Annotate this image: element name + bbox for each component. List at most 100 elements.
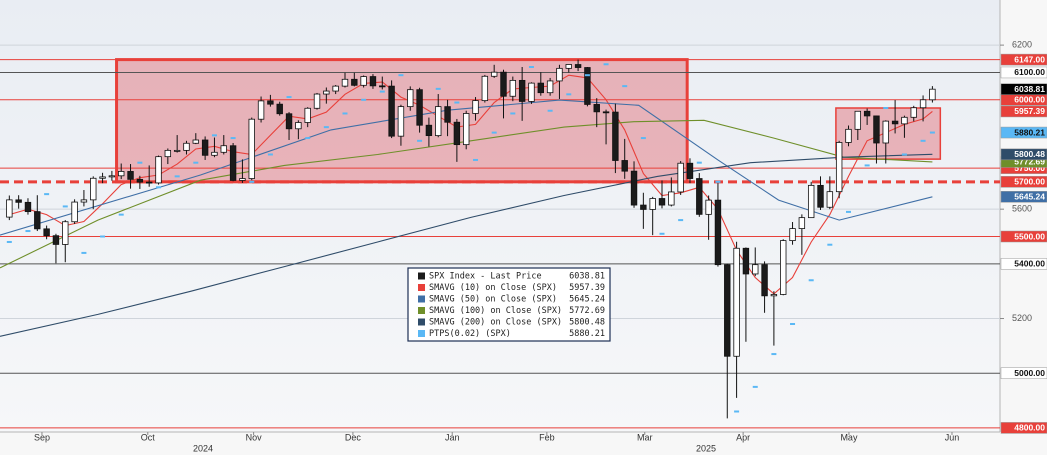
candle-body — [668, 191, 675, 206]
candle-body — [34, 211, 41, 230]
x-tick-label: Oct — [141, 432, 156, 442]
value-tag-label: 5400.00 — [1014, 259, 1045, 269]
value-tag-label: 6147.00 — [1014, 54, 1045, 64]
candle-body — [379, 85, 386, 88]
value-tag-label: 5500.00 — [1014, 231, 1045, 241]
candle-body — [490, 71, 498, 77]
candle-body — [593, 104, 600, 113]
candle-body — [164, 149, 172, 158]
candle-body — [919, 99, 927, 109]
legend-label: SMAVG (10) on Close (SPX) — [429, 283, 557, 293]
candle-body — [649, 198, 656, 210]
value-tag — [1000, 367, 1047, 379]
candle-body — [910, 107, 917, 118]
candle-body — [882, 120, 889, 144]
candle-body — [658, 198, 666, 206]
x-tick-label: Dec — [345, 432, 362, 442]
candle-body — [537, 82, 544, 94]
candle-body — [640, 204, 647, 210]
candle-body — [789, 228, 796, 242]
candle-body — [584, 67, 591, 105]
candle-body — [621, 160, 628, 172]
candle-body — [761, 264, 768, 297]
value-tag-label: 5957.39 — [1014, 106, 1045, 116]
candle-body — [15, 199, 22, 203]
value-tag — [1000, 126, 1047, 139]
candle-body — [807, 184, 815, 219]
candle-body — [733, 247, 740, 357]
legend-swatch — [418, 284, 425, 291]
legend-value: 5957.39 — [569, 283, 605, 293]
candle-body — [556, 67, 563, 82]
candle-body — [127, 171, 134, 180]
candle-body — [341, 78, 349, 87]
candle-body — [835, 142, 843, 193]
candle-body — [118, 171, 125, 177]
y-tick-label: 6200 — [1012, 39, 1032, 49]
candle-body — [332, 85, 339, 92]
candle-body — [145, 181, 153, 184]
legend-label: SPX Index - Last Price — [429, 272, 542, 282]
candle-body — [295, 122, 302, 130]
legend-value: 5772.69 — [569, 306, 605, 316]
candle-body — [453, 121, 461, 146]
x-tick-label: Feb — [539, 432, 555, 442]
candle-body — [397, 106, 405, 137]
candle-body — [696, 178, 703, 215]
x-tick-label: Jan — [445, 432, 460, 442]
legend-swatch — [418, 272, 425, 280]
candle-body — [6, 199, 13, 218]
candle-body — [183, 142, 190, 151]
x-tick-label: Jun — [945, 432, 960, 442]
x-tick-label: May — [840, 432, 858, 442]
indicator-line — [0, 153, 933, 337]
candle-body — [407, 89, 414, 108]
candle-body — [136, 178, 144, 183]
candle-body — [481, 75, 489, 102]
candle-body — [630, 170, 638, 206]
candle-body — [780, 240, 787, 295]
candle-body — [565, 64, 572, 69]
value-tag — [1000, 258, 1047, 270]
candle-body — [677, 162, 684, 193]
value-tag — [1000, 66, 1047, 79]
legend: SPX Index - Last Price 6038.81 SMAVG (10) … — [407, 267, 611, 342]
legend-value: 6038.81 — [569, 272, 605, 282]
candle-body — [472, 100, 479, 114]
legend-swatch — [418, 307, 425, 314]
candle-body — [416, 89, 423, 126]
candle-body — [239, 178, 246, 181]
value-tag — [1000, 230, 1047, 243]
value-tag-label: 5772.69 — [1014, 157, 1045, 167]
legend-swatch — [418, 295, 425, 303]
x-tick-label: Mar — [637, 432, 653, 442]
candle-body — [509, 79, 517, 97]
value-tag — [1000, 176, 1047, 188]
candle-body — [845, 128, 852, 143]
x-group-label: 2024 — [193, 443, 213, 453]
candle-body — [248, 118, 255, 179]
candle-body — [686, 162, 694, 179]
candle-body — [24, 201, 32, 213]
value-tag-label: 5800.48 — [1014, 149, 1045, 159]
y-tick-label: 5200 — [1012, 313, 1032, 323]
candle-body — [192, 139, 200, 144]
value-tag — [1000, 148, 1047, 161]
indicator-line — [0, 119, 933, 269]
candle-body — [798, 217, 806, 229]
value-tag-label: 5000.00 — [1014, 368, 1045, 378]
candle-body — [80, 199, 88, 203]
legend-value: 5880.21 — [569, 329, 605, 339]
candle-body — [463, 113, 470, 146]
candle-body — [929, 88, 936, 101]
candle-body — [220, 145, 227, 153]
candle-body — [276, 103, 283, 115]
candle-body — [155, 156, 162, 184]
candle-body — [863, 110, 871, 117]
candle-body — [173, 149, 181, 152]
value-tag-label: 6000.00 — [1014, 95, 1045, 105]
candle-body — [211, 151, 218, 156]
legend-label: SMAVG (200) on Close (SPX) — [429, 318, 562, 328]
candle-body — [546, 80, 554, 94]
value-tag-label: 6100.00 — [1014, 67, 1045, 77]
